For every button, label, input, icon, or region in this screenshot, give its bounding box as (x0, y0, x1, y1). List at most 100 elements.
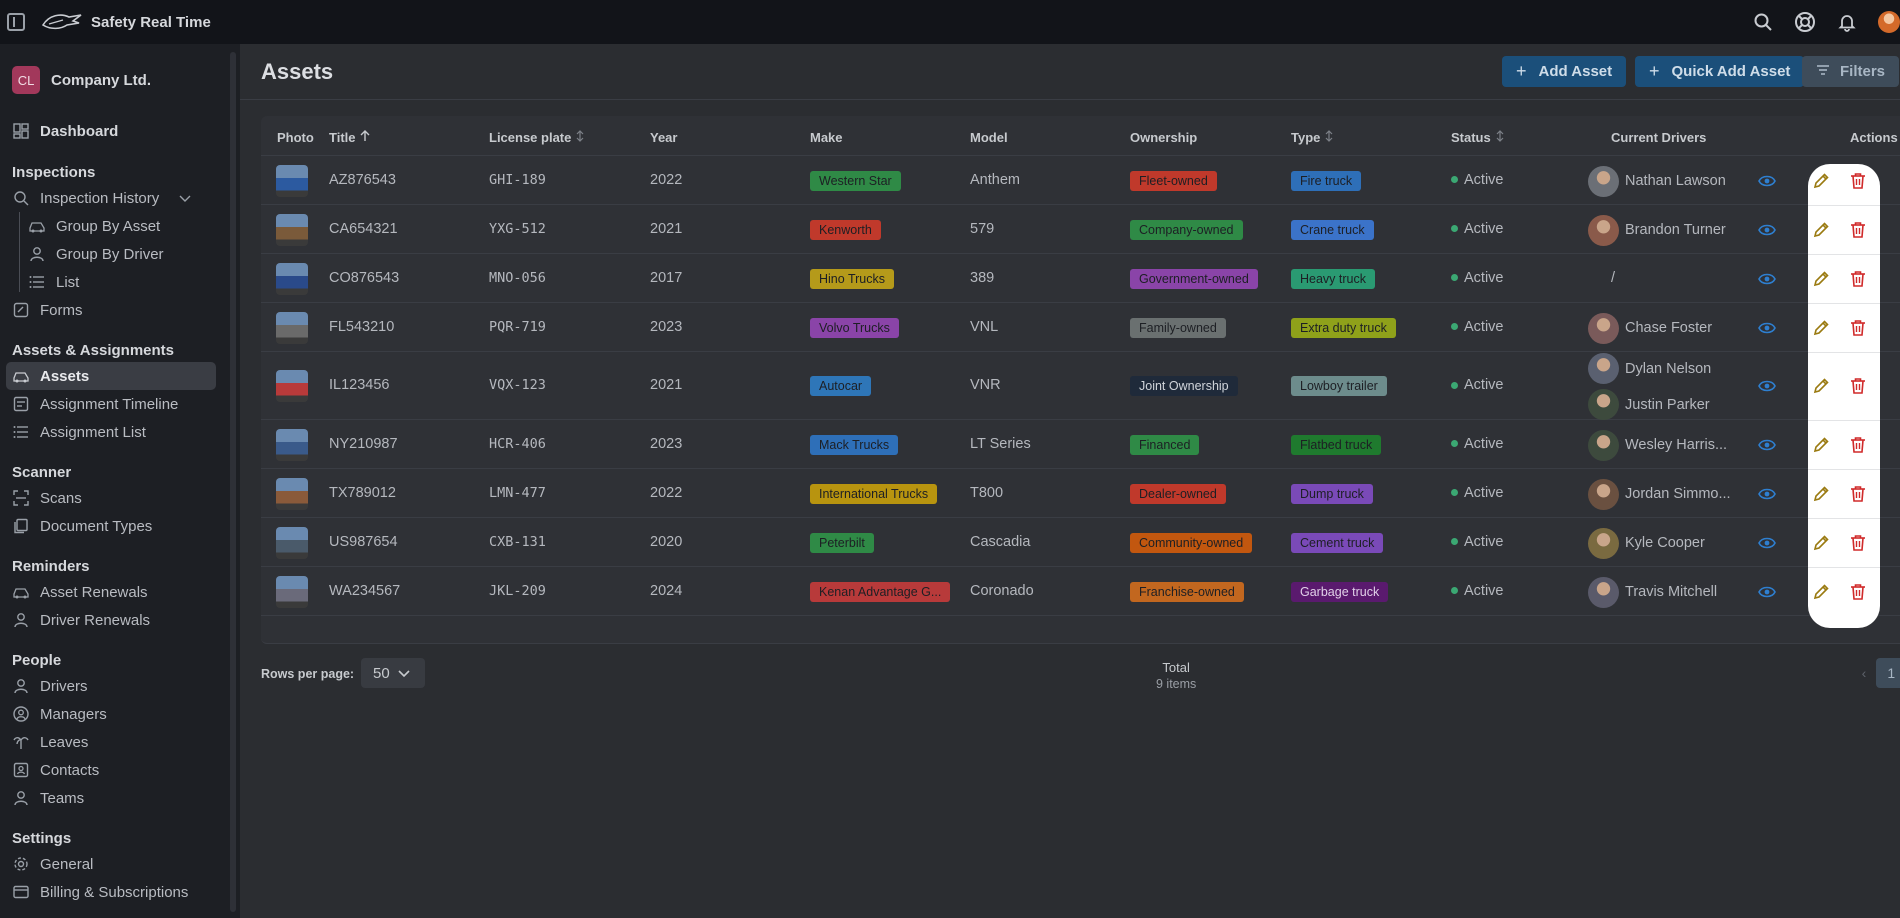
sidebar-item-group-by-driver[interactable]: Group By Driver (28, 242, 164, 266)
column-header-title[interactable]: Title (329, 130, 370, 145)
asset-photo[interactable] (276, 164, 308, 197)
asset-title[interactable]: NY210987 (329, 435, 398, 452)
table-row[interactable]: FL543210 PQR-719 2023 Volvo Trucks VNL Family… (261, 303, 1900, 352)
table-row[interactable]: IL123456 VQX-123 2021 Autocar VNR Joint Owner… (261, 352, 1900, 420)
table-row[interactable]: US987654 CXB-131 2020 Peterbilt Cascadia Comm… (261, 518, 1900, 567)
driver-chip[interactable]: Brandon Turner (1588, 214, 1726, 246)
table-row[interactable]: CO876543 MNO-056 2017 Hino Trucks 389 Governm… (261, 254, 1900, 303)
view-icon[interactable] (1758, 585, 1776, 599)
sidebar-item-contacts[interactable]: Contacts (12, 758, 99, 782)
help-icon[interactable] (1794, 11, 1816, 33)
asset-title[interactable]: US987654 (329, 533, 398, 550)
edit-icon[interactable] (1812, 319, 1830, 337)
trash-icon[interactable] (1849, 534, 1867, 552)
column-header-license-plate[interactable]: License plate (489, 130, 585, 145)
trash-icon[interactable] (1849, 436, 1867, 454)
table-row[interactable]: NY210987 HCR-406 2023 Mack Trucks LT Series F… (261, 420, 1900, 469)
column-header-status[interactable]: Status (1451, 130, 1505, 145)
driver-chip[interactable]: Travis Mitchell (1588, 576, 1717, 608)
trash-icon[interactable] (1849, 221, 1867, 239)
add-asset-button[interactable]: + Add Asset (1502, 56, 1627, 87)
sidebar-scrollbar[interactable] (230, 52, 236, 912)
edit-icon[interactable] (1812, 172, 1830, 190)
sidebar-item-assets[interactable]: Assets (6, 362, 216, 390)
prev-page-icon[interactable]: ‹ (1861, 665, 1867, 681)
bell-icon[interactable] (1836, 11, 1858, 33)
driver-chip[interactable]: Kyle Cooper (1588, 527, 1705, 559)
asset-title[interactable]: AZ876543 (329, 171, 396, 188)
sidebar-item-teams[interactable]: Teams (12, 786, 84, 810)
edit-icon[interactable] (1812, 436, 1830, 454)
filters-button[interactable]: Filters (1802, 56, 1900, 87)
sidebar-item-dashboard[interactable]: Dashboard (12, 119, 118, 143)
chevron-down-icon[interactable] (179, 190, 191, 207)
column-header-type[interactable]: Type (1291, 130, 1334, 145)
trash-icon[interactable] (1849, 485, 1867, 503)
trash-icon[interactable] (1849, 377, 1867, 395)
asset-photo[interactable] (276, 477, 308, 510)
sidebar-item-general[interactable]: General (12, 852, 93, 876)
sidebar-item-managers[interactable]: Managers (12, 702, 107, 726)
sidebar-item-group-by-asset[interactable]: Group By Asset (28, 214, 160, 238)
sidebar-item-document-types[interactable]: Document Types (12, 514, 152, 538)
asset-title[interactable]: FL543210 (329, 318, 395, 335)
user-avatar[interactable] (1878, 11, 1900, 33)
sidebar-item-driver-renewals[interactable]: Driver Renewals (12, 608, 150, 632)
trash-icon[interactable] (1849, 270, 1867, 288)
table-row[interactable]: AZ876543 GHI-189 2022 Western Star Anthem Fle… (261, 156, 1900, 205)
company-switcher[interactable]: CL Company Ltd. (12, 66, 151, 94)
driver-chip[interactable]: Justin Parker (1588, 389, 1710, 420)
asset-photo[interactable] (276, 370, 308, 402)
driver-chip[interactable]: Jordan Simmo... (1588, 478, 1731, 510)
trash-icon[interactable] (1849, 172, 1867, 190)
edit-icon[interactable] (1812, 270, 1830, 288)
page-button[interactable]: 1 (1876, 658, 1900, 688)
asset-photo[interactable] (276, 311, 308, 344)
table-row[interactable]: TX789012 LMN-477 2022 International Trucks T… (261, 469, 1900, 518)
table-row[interactable]: WA234567 JKL-209 2024 Kenan Advantage G... C… (261, 567, 1900, 616)
quick-add-asset-button[interactable]: + Quick Add Asset (1635, 56, 1805, 87)
collapse-sidebar-icon[interactable] (7, 13, 25, 31)
trash-icon[interactable] (1849, 583, 1867, 601)
sidebar-item-forms[interactable]: Forms (12, 298, 83, 322)
sidebar-item-scans[interactable]: Scans (12, 486, 82, 510)
view-icon[interactable] (1758, 379, 1776, 393)
edit-icon[interactable] (1812, 534, 1830, 552)
view-icon[interactable] (1758, 536, 1776, 550)
sidebar-item-billing[interactable]: Billing & Subscriptions (12, 880, 188, 904)
view-icon[interactable] (1758, 438, 1776, 452)
sidebar-item-assignment-timeline[interactable]: Assignment Timeline (12, 392, 178, 416)
driver-chip[interactable]: Wesley Harris... (1588, 429, 1727, 461)
sidebar-item-drivers[interactable]: Drivers (12, 674, 88, 698)
driver-chip[interactable]: Chase Foster (1588, 312, 1712, 344)
asset-photo[interactable] (276, 526, 308, 559)
view-icon[interactable] (1758, 223, 1776, 237)
driver-chip[interactable]: Nathan Lawson (1588, 165, 1726, 197)
view-icon[interactable] (1758, 272, 1776, 286)
edit-icon[interactable] (1812, 485, 1830, 503)
view-icon[interactable] (1758, 487, 1776, 501)
view-icon[interactable] (1758, 174, 1776, 188)
edit-icon[interactable] (1812, 221, 1830, 239)
edit-icon[interactable] (1812, 377, 1830, 395)
sidebar-item-list[interactable]: List (28, 270, 79, 294)
asset-title[interactable]: CO876543 (329, 269, 400, 286)
sidebar-item-leaves[interactable]: Leaves (12, 730, 88, 754)
driver-chip[interactable]: Dylan Nelson (1588, 353, 1711, 384)
asset-title[interactable]: IL123456 (329, 377, 390, 393)
asset-title[interactable]: WA234567 (329, 582, 401, 599)
edit-icon[interactable] (1812, 583, 1830, 601)
asset-photo[interactable] (276, 428, 308, 461)
table-row[interactable]: CA654321 YXG-512 2021 Kenworth 579 Company-ow… (261, 205, 1900, 254)
asset-title[interactable]: TX789012 (329, 484, 396, 501)
asset-photo[interactable] (276, 262, 308, 295)
trash-icon[interactable] (1849, 319, 1867, 337)
sidebar-item-assignment-list[interactable]: Assignment List (12, 420, 146, 444)
rows-per-page-select[interactable]: 50 (361, 658, 425, 688)
view-icon[interactable] (1758, 321, 1776, 335)
asset-title[interactable]: CA654321 (329, 220, 398, 237)
sidebar-item-asset-renewals[interactable]: Asset Renewals (12, 580, 148, 604)
search-icon[interactable] (1752, 11, 1774, 33)
sidebar-item-inspection-history[interactable]: Inspection History (12, 186, 191, 210)
asset-photo[interactable] (276, 575, 308, 608)
